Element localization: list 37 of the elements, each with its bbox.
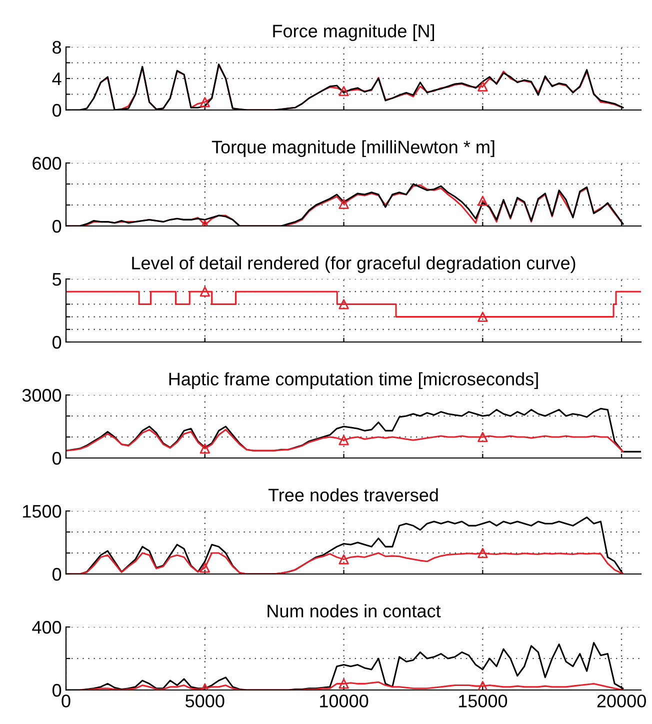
x-tick-label: 20000 (597, 694, 646, 708)
chart-title: Haptic frame computation time [microseconds] (169, 372, 538, 390)
y-tick-label: 5 (52, 273, 62, 286)
x-tick-label: 5000 (186, 694, 224, 708)
point (200, 286, 210, 297)
point (338, 299, 349, 310)
y-tick-label: 0 (52, 336, 62, 349)
y-tick-label: 0 (52, 220, 62, 233)
point (478, 432, 488, 442)
line-series (66, 428, 624, 452)
point (200, 562, 210, 573)
point (200, 443, 210, 454)
chart-title: Force magnitude [N] (273, 24, 434, 42)
chart-title: Tree nodes traversed (268, 488, 438, 502)
y-tick-label: 0 (52, 568, 62, 581)
x-tick-label: 15000 (458, 694, 508, 708)
point (478, 312, 488, 322)
point (478, 548, 488, 558)
x-tick-label: 0 (62, 694, 70, 708)
chart-title: Num nodes in contact (268, 604, 441, 618)
y-tick-label: 0 (52, 104, 62, 117)
y-tick-label: 3000 (22, 388, 62, 402)
point (200, 97, 210, 108)
y-tick-label: 400 (32, 620, 62, 634)
point (338, 554, 349, 564)
point (338, 86, 349, 96)
y-tick-label: 8 (52, 40, 62, 54)
x-tick-label: 10000 (320, 694, 368, 708)
point (478, 81, 488, 92)
y-tick-label: 0 (52, 452, 62, 465)
y-tick-label: 0 (52, 684, 62, 697)
chart-title: Level of detail rendered (for graceful degradation curve) (132, 256, 576, 274)
chart-title: Torque magnitude [milliNewton * m] (212, 140, 494, 158)
y-tick-label: 1500 (23, 504, 62, 518)
point (338, 435, 349, 446)
y-tick-label: 600 (32, 156, 62, 170)
y-tick-label: 4 (52, 72, 62, 86)
